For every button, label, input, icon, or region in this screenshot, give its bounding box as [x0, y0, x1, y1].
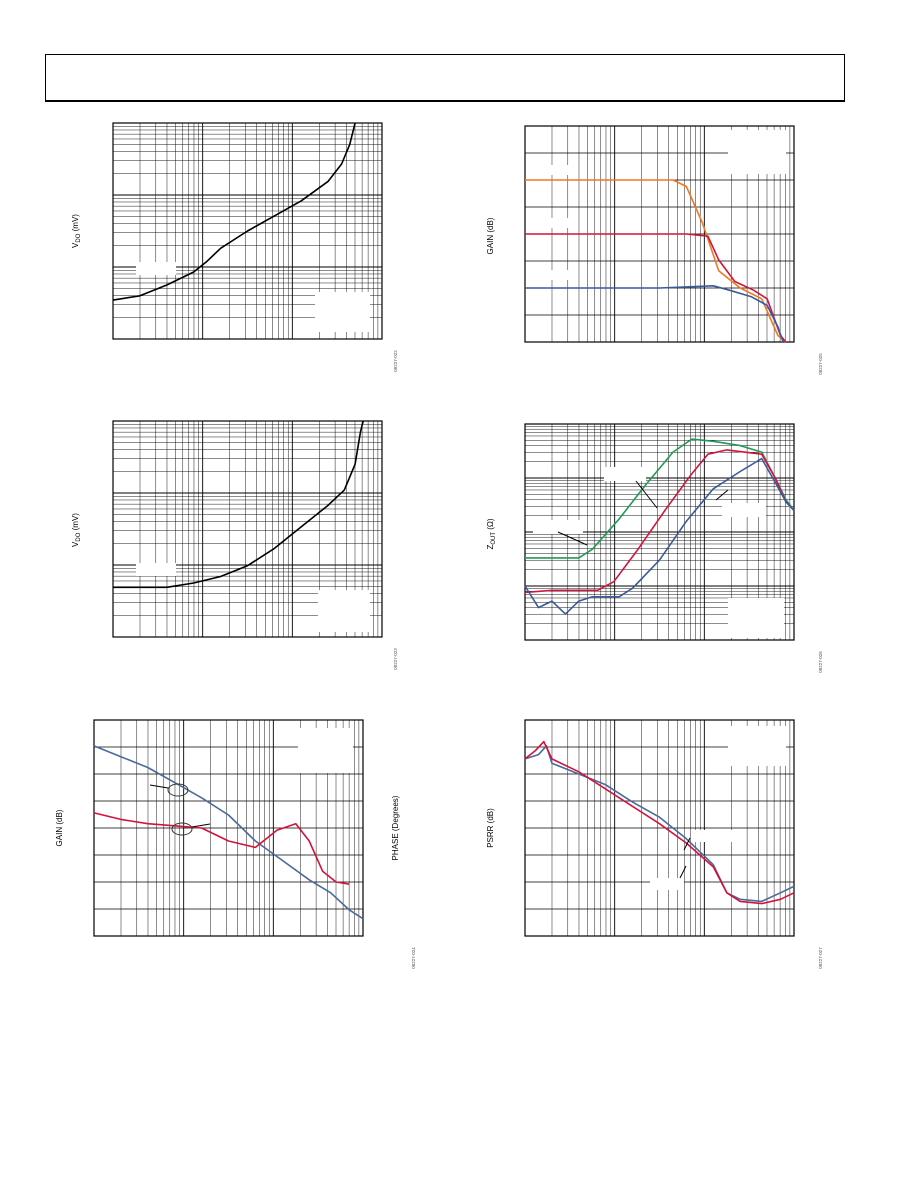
chart-vdo-2: VDO (mV) 08227-023	[71, 420, 398, 670]
series-line-blue	[525, 284, 784, 343]
series-line-red	[93, 812, 350, 885]
figure-code: 08227-024	[411, 947, 416, 969]
figure-code: 08227-022	[393, 350, 398, 372]
page-header-box	[45, 54, 845, 102]
chart-gain-freq: GAIN (dB) 08227-025	[486, 125, 823, 375]
chart-zout: ZOUT (Ω) 08227-026	[486, 423, 823, 673]
series-line-orange	[525, 179, 787, 343]
callout-arrow	[635, 480, 658, 509]
figure-code: 08227-027	[818, 947, 823, 969]
y-axis-label: VDO (mV)	[71, 513, 82, 547]
callout-arrow	[683, 837, 691, 851]
series-line-red	[524, 740, 795, 905]
annotation-box	[136, 262, 176, 275]
y-axis-label: GAIN (dB)	[55, 809, 64, 846]
annotation-box	[722, 503, 766, 517]
series-line-steel	[93, 745, 364, 920]
annotation-box	[298, 728, 353, 773]
y-axis-label: GAIN (dB)	[486, 217, 495, 254]
annotation-box	[728, 130, 786, 174]
callout-arrow	[557, 531, 588, 546]
callout-ellipse	[171, 822, 193, 836]
annotation-box	[650, 878, 684, 890]
callout-arrow	[191, 823, 211, 828]
y-axis-label: VDO (mV)	[71, 214, 82, 248]
figure-code: 08227-025	[818, 353, 823, 375]
annotation-box	[692, 830, 732, 842]
series-line-black	[113, 420, 364, 589]
annotation-box	[318, 590, 370, 632]
series-line-blue	[524, 457, 795, 615]
y-axis-label: ZOUT (Ω)	[486, 518, 497, 549]
chart-gain-phase: GAIN (dB) PHASE (Degrees) 08227-024	[55, 719, 416, 969]
annotation-box	[532, 218, 577, 228]
callout-arrow	[679, 865, 687, 879]
callout-arrow	[715, 489, 729, 501]
chart-psrr: PSRR (dB) 08227-027	[486, 719, 823, 969]
annotation-box	[136, 563, 176, 576]
annotation-box	[728, 726, 786, 766]
figure-code: 08227-023	[393, 648, 398, 670]
series-line-red	[524, 449, 795, 594]
annotation-box	[532, 165, 577, 175]
chart-vdo-1: VDO (mV) 08227-022	[71, 122, 398, 372]
annotation-box	[532, 270, 577, 280]
annotation-box	[315, 292, 370, 332]
callout-arrow	[149, 784, 169, 789]
annotation-box	[533, 520, 583, 534]
series-line-black	[112, 122, 356, 301]
y-axis-label-right: PHASE (Degrees)	[391, 795, 400, 860]
y-axis-label: PSRR (dB)	[486, 808, 495, 848]
annotation-box	[728, 598, 784, 638]
callout-ellipse	[167, 783, 189, 797]
figure-code: 08227-026	[818, 651, 823, 673]
annotation-box	[604, 467, 646, 481]
